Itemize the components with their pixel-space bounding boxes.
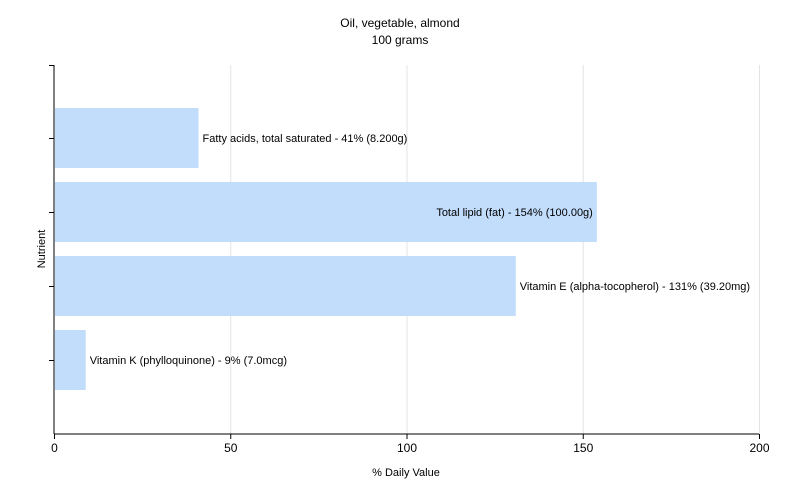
- x-tick-label: 0: [51, 441, 58, 455]
- bar-label: Total lipid (fat) - 154% (100.00g): [436, 207, 593, 219]
- grid-lines: [230, 65, 760, 434]
- x-axis-ticks: 0 50 100 150 200: [49, 65, 770, 455]
- bar-label: Vitamin K (phylloquinone) - 9% (7.0mcg): [90, 355, 287, 367]
- x-axis-title: % Daily Value: [372, 467, 440, 479]
- chart-title: Oil, vegetable, almond: [340, 16, 459, 30]
- bar-label: Vitamin E (alpha-tocopherol) - 131% (39.…: [520, 281, 750, 293]
- x-tick-label: 150: [573, 441, 593, 455]
- bar: [55, 256, 516, 316]
- bar-labels: Fatty acids, total saturated - 41% (8.20…: [90, 133, 750, 367]
- bar: [55, 330, 86, 390]
- bar: [55, 182, 597, 242]
- x-tick-label: 100: [397, 441, 417, 455]
- bar-label: Fatty acids, total saturated - 41% (8.20…: [203, 133, 408, 145]
- chart-subtitle: 100 grams: [372, 33, 429, 47]
- x-tick-label: 50: [224, 441, 238, 455]
- bar: [55, 108, 199, 168]
- y-axis-title: Nutrient: [36, 230, 48, 269]
- bars: [55, 108, 597, 390]
- x-tick-label: 200: [749, 441, 769, 455]
